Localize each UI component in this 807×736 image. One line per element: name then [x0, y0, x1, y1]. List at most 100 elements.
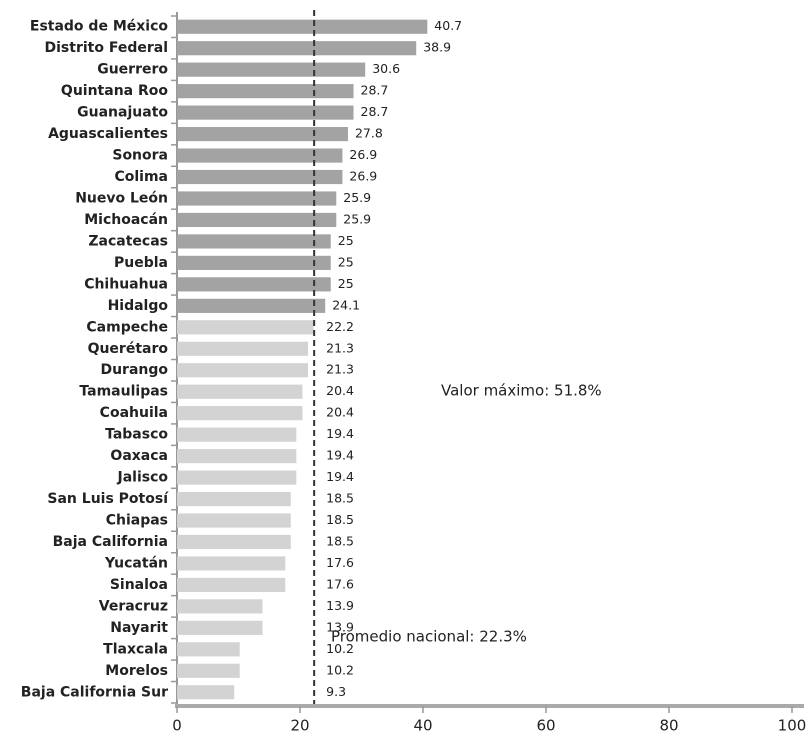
- value-label: 27.8: [355, 126, 383, 141]
- value-label: 19.4: [326, 426, 354, 441]
- category-label: Oaxaca: [110, 448, 168, 464]
- value-label: 22.2: [326, 319, 354, 334]
- category-label: Aguascalientes: [48, 126, 168, 142]
- bar: [177, 148, 343, 163]
- x-tick-label: 20: [290, 717, 309, 735]
- bar: [177, 685, 235, 700]
- bar: [177, 577, 286, 593]
- category-label: Coahuila: [100, 405, 168, 421]
- value-label: 25.9: [343, 190, 371, 205]
- annotation: Promedio nacional: 22.3%: [331, 628, 527, 646]
- bar: [177, 534, 291, 550]
- bar: [177, 84, 354, 99]
- bar: [177, 599, 263, 614]
- x-tick-label: 0: [172, 717, 182, 735]
- bar: [177, 105, 354, 120]
- value-label: 18.5: [326, 491, 354, 506]
- category-label: Baja California: [53, 534, 168, 550]
- value-label: 10.2: [326, 641, 354, 656]
- value-label: 25: [338, 276, 354, 291]
- bar: [177, 470, 297, 485]
- category-label: Hidalgo: [108, 298, 169, 314]
- value-label: 17.6: [326, 555, 354, 570]
- category-label: Campeche: [86, 319, 168, 335]
- value-label: 17.6: [326, 576, 354, 591]
- bar: [177, 642, 240, 657]
- value-label: 13.9: [326, 598, 354, 613]
- bar: [177, 491, 291, 507]
- value-label: 24.1: [332, 297, 360, 312]
- category-label: Chihuahua: [84, 276, 168, 292]
- bar: [177, 449, 297, 464]
- bar: [177, 212, 337, 228]
- category-label: Guerrero: [97, 62, 168, 78]
- category-label: Tamaulipas: [79, 384, 168, 400]
- value-label: 19.4: [326, 469, 354, 484]
- category-label: Sinaloa: [110, 577, 168, 593]
- category-label: Zacatecas: [88, 233, 168, 249]
- value-label: 10.2: [326, 662, 354, 677]
- bar: [177, 62, 366, 77]
- category-label: Chiapas: [106, 513, 168, 529]
- bar: [177, 191, 337, 206]
- bar: [177, 19, 428, 34]
- value-label: 19.4: [326, 448, 354, 463]
- category-label: Jalisco: [116, 470, 168, 486]
- category-label: Quintana Roo: [61, 83, 168, 99]
- bar: [177, 384, 303, 399]
- x-tick-label: 40: [413, 717, 432, 735]
- value-label: 40.7: [434, 18, 462, 33]
- bar: [177, 277, 331, 292]
- category-label: Veracruz: [99, 598, 168, 614]
- value-label: 28.7: [361, 104, 389, 119]
- value-label: 9.3: [326, 684, 346, 699]
- x-tick-label: 100: [778, 717, 807, 735]
- category-label: Tlaxcala: [103, 641, 168, 657]
- bar: [177, 513, 291, 528]
- category-label: Sonora: [112, 148, 168, 164]
- bar: [177, 341, 308, 356]
- category-label: Nuevo León: [75, 190, 168, 206]
- category-label: Estado de México: [30, 19, 168, 35]
- bar: [177, 126, 348, 142]
- category-label: Baja California Sur: [21, 684, 168, 700]
- category-label: Colima: [114, 169, 168, 185]
- annotation: Valor máximo: 51.8%: [441, 382, 602, 400]
- value-label: 38.9: [423, 40, 451, 55]
- x-tick-label: 80: [659, 717, 678, 735]
- bar: [177, 363, 308, 378]
- value-label: 26.9: [349, 169, 377, 184]
- bar: [177, 620, 263, 635]
- value-label: 18.5: [326, 533, 354, 548]
- value-label: 20.4: [326, 405, 354, 420]
- bar: [177, 41, 417, 56]
- value-label: 20.4: [326, 383, 354, 398]
- category-label: Nayarit: [110, 620, 168, 636]
- bar: [177, 663, 240, 678]
- bar: [177, 427, 297, 442]
- value-label: 25: [338, 254, 354, 269]
- category-label: San Luis Potosí: [47, 491, 169, 507]
- category-label: Distrito Federal: [45, 40, 169, 56]
- bar: [177, 255, 331, 270]
- bar: [177, 556, 286, 571]
- category-label: Morelos: [105, 663, 168, 679]
- category-label: Puebla: [114, 255, 168, 271]
- category-label: Durango: [100, 362, 168, 378]
- bar: [177, 406, 303, 421]
- value-label: 21.3: [326, 340, 354, 355]
- value-label: 30.6: [372, 61, 400, 76]
- value-label: 25.9: [343, 211, 371, 226]
- category-label: Guanajuato: [77, 105, 168, 121]
- value-label: 13.9: [326, 619, 354, 634]
- value-label: 25: [338, 233, 354, 248]
- category-label: Querétaro: [88, 341, 169, 357]
- bar: [177, 298, 326, 313]
- value-label: 21.3: [326, 362, 354, 377]
- value-label: 28.7: [361, 83, 389, 98]
- category-label: Tabasco: [105, 427, 168, 443]
- bar: [177, 169, 343, 185]
- bar: [177, 234, 331, 249]
- x-tick-label: 60: [536, 717, 555, 735]
